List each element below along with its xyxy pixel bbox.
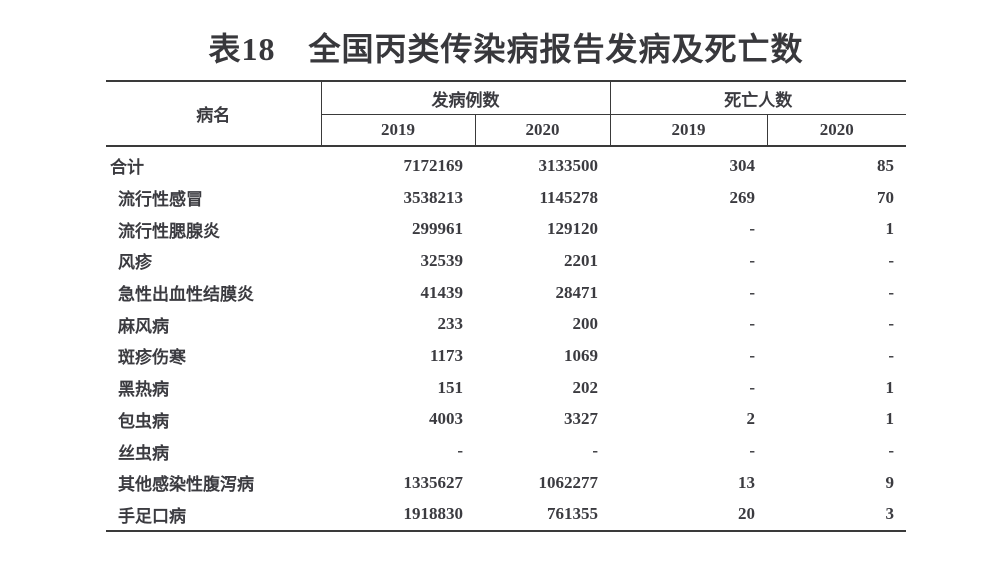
disease-name: 黑热病 — [118, 380, 169, 400]
table-header: 病名 发病例数 死亡人数 2019 2020 2019 2020 — [106, 81, 906, 147]
cell-deaths-2019: - — [749, 345, 755, 365]
cell-deaths-2020: - — [888, 314, 894, 334]
cell-deaths-2019: 269 — [729, 187, 756, 207]
cell-cases-2019: 4003 — [429, 409, 463, 429]
cell-deaths-2019: 2 — [746, 409, 756, 429]
cell-cases-2020: 2201 — [564, 250, 598, 270]
column-group-cases: 发病例数 — [321, 81, 610, 115]
cell-cases-2019: 1918830 — [403, 504, 464, 524]
table-row: 其他感染性腹泻病 1335627 1062277 13 9 — [106, 467, 906, 499]
cell-cases-2019: 1173 — [429, 345, 463, 365]
column-header-deaths-2020: 2020 — [766, 114, 906, 147]
cell-deaths-2019: - — [749, 441, 755, 461]
cell-deaths-2020: 70 — [877, 187, 894, 207]
disease-name: 风疹 — [118, 253, 152, 273]
table-row: 流行性腮腺炎 299961 129120 - 1 — [106, 213, 906, 245]
disease-name: 斑疹伤寒 — [118, 348, 186, 368]
cell-cases-2019: 1335627 — [403, 472, 464, 492]
cell-cases-2020: 202 — [572, 377, 599, 397]
disease-name: 包虫病 — [118, 411, 169, 431]
disease-name: 急性出血性结膜炎 — [118, 285, 254, 305]
cell-cases-2020: 3327 — [564, 409, 598, 429]
table-row: 黑热病 151 202 - 1 — [106, 372, 906, 404]
cell-deaths-2019: - — [749, 219, 755, 239]
column-group-deaths: 死亡人数 — [609, 81, 906, 115]
cell-cases-2020: - — [592, 441, 598, 461]
cell-cases-2019: 7172169 — [403, 155, 464, 175]
table-row: 流行性感冒 3538213 1145278 269 70 — [106, 182, 906, 214]
table-row: 手足口病 1918830 761355 20 3 — [106, 499, 906, 532]
cell-deaths-2019: - — [749, 250, 755, 270]
table-row: 麻风病 233 200 - - — [106, 308, 906, 340]
disease-name: 流行性腮腺炎 — [118, 221, 220, 241]
disease-name: 合计 — [110, 158, 144, 178]
cell-deaths-2019: 20 — [738, 504, 755, 524]
cell-cases-2020: 1069 — [564, 345, 598, 365]
column-header-deaths-2019: 2019 — [609, 114, 767, 147]
table-row: 包虫病 4003 3327 2 1 — [106, 404, 906, 436]
disease-name: 其他感染性腹泻病 — [118, 475, 254, 495]
cell-deaths-2020: 85 — [877, 155, 894, 175]
table-row: 斑疹伤寒 1173 1069 - - — [106, 340, 906, 372]
table-row: 急性出血性结膜炎 41439 28471 - - — [106, 277, 906, 309]
cell-cases-2020: 3133500 — [538, 155, 599, 175]
cell-cases-2019: 32539 — [420, 250, 464, 270]
cell-cases-2019: - — [457, 441, 463, 461]
disease-name: 手足口病 — [118, 506, 186, 526]
cell-deaths-2020: 1 — [885, 377, 895, 397]
disease-name: 麻风病 — [118, 316, 169, 336]
table-title: 表18 全国丙类传染病报告发病及死亡数 — [208, 31, 804, 67]
cell-cases-2020: 1145278 — [539, 187, 598, 207]
header-row-groups: 病名 发病例数 死亡人数 — [106, 81, 906, 147]
cell-deaths-2019: - — [749, 282, 755, 302]
cell-deaths-2019: - — [749, 314, 755, 334]
cell-cases-2020: 200 — [572, 314, 599, 334]
column-header-cases-2020: 2020 — [474, 114, 610, 147]
cell-cases-2019: 41439 — [420, 282, 464, 302]
disease-statistics-table: 病名 发病例数 死亡人数 2019 2020 2019 2020 合计 7172… — [106, 80, 906, 533]
cell-deaths-2020: 3 — [885, 504, 895, 524]
cell-cases-2019: 3538213 — [403, 187, 464, 207]
cell-cases-2020: 761355 — [547, 504, 598, 524]
column-header-disease-name: 病名 — [106, 81, 322, 147]
header-row-years: 2019 2020 2019 2020 — [106, 114, 906, 147]
cell-deaths-2020: - — [888, 345, 894, 365]
cell-deaths-2019: - — [749, 377, 755, 397]
cell-deaths-2020: - — [888, 441, 894, 461]
disease-name: 流行性感冒 — [118, 190, 203, 210]
table-row: 风疹 32539 2201 - - — [106, 245, 906, 277]
cell-cases-2019: 151 — [437, 377, 464, 397]
cell-deaths-2020: - — [888, 250, 894, 270]
column-header-cases-2019: 2019 — [321, 114, 475, 147]
disease-name: 丝虫病 — [118, 443, 169, 463]
cell-cases-2020: 129120 — [547, 219, 598, 239]
table-row-total: 合计 7172169 3133500 304 85 — [106, 146, 906, 182]
table-body: 合计 7172169 3133500 304 85 流行性感冒 3538213 … — [106, 146, 906, 531]
cell-cases-2019: 233 — [437, 314, 464, 334]
cell-cases-2020: 28471 — [555, 282, 599, 302]
table-row: 丝虫病 - - - - — [106, 435, 906, 467]
cell-deaths-2020: 1 — [885, 219, 895, 239]
cell-deaths-2020: 1 — [885, 409, 895, 429]
cell-deaths-2019: 304 — [729, 155, 756, 175]
cell-deaths-2019: 13 — [738, 472, 755, 492]
cell-deaths-2020: 9 — [885, 472, 895, 492]
cell-cases-2019: 299961 — [412, 219, 463, 239]
cell-deaths-2020: - — [888, 282, 894, 302]
cell-cases-2020: 1062277 — [538, 472, 599, 492]
